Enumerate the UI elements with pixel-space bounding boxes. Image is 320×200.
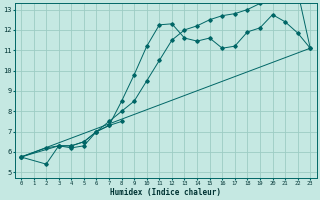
X-axis label: Humidex (Indice chaleur): Humidex (Indice chaleur)	[110, 188, 221, 197]
